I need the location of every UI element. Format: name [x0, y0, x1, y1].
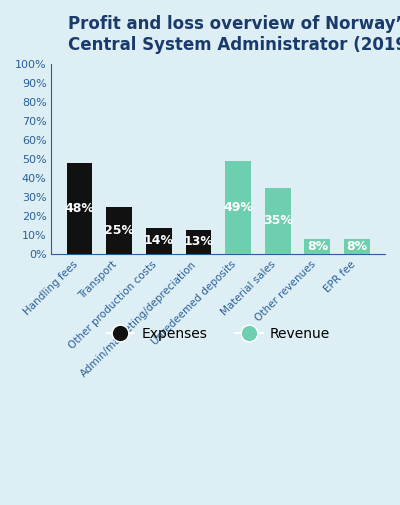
Bar	[225, 161, 251, 255]
Text: 8%: 8%	[346, 240, 368, 253]
Text: 14%: 14%	[144, 234, 174, 247]
Bar	[344, 239, 370, 255]
Text: 25%: 25%	[104, 224, 134, 237]
Text: Profit and loss overview of Norway’s
Central System Administrator (2019): Profit and loss overview of Norway’s Cen…	[68, 15, 400, 54]
Bar	[186, 230, 211, 255]
Text: 35%: 35%	[263, 215, 293, 227]
Bar	[265, 188, 290, 255]
Text: 13%: 13%	[184, 235, 213, 248]
Text: 8%: 8%	[307, 240, 328, 253]
Bar	[146, 228, 172, 255]
Bar	[106, 207, 132, 255]
Text: 49%: 49%	[223, 201, 253, 214]
Text: 48%: 48%	[64, 202, 94, 215]
Legend: Expenses, Revenue: Expenses, Revenue	[101, 321, 336, 346]
Bar	[67, 163, 92, 255]
Bar	[304, 239, 330, 255]
